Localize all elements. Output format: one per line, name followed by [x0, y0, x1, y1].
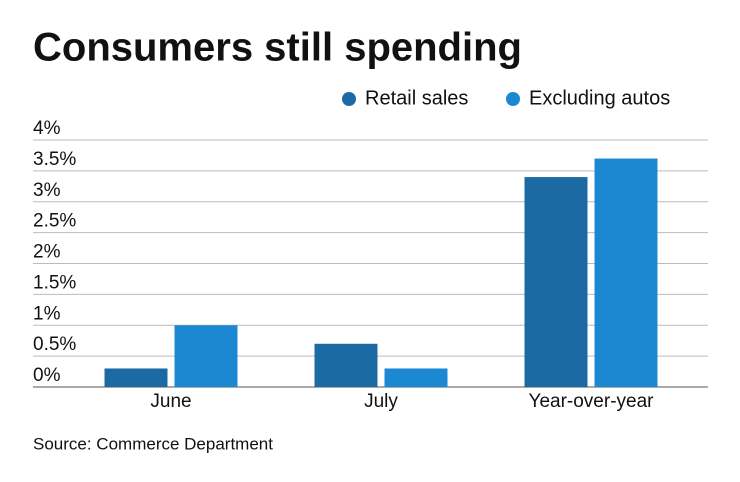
legend-marker [506, 92, 520, 106]
x-tick-label: July [364, 391, 398, 412]
y-tick-label: 2.5% [33, 211, 76, 232]
legend-label: Excluding autos [529, 87, 670, 109]
y-tick-label: 0% [33, 365, 61, 386]
legend-marker [342, 92, 356, 106]
source-note: Source: Commerce Department [33, 434, 273, 453]
bar [524, 177, 588, 387]
bar [384, 368, 448, 387]
y-tick-label: 4% [33, 118, 61, 139]
legend-label: Retail sales [365, 87, 468, 109]
y-tick-label: 3.5% [33, 149, 76, 170]
bar [314, 343, 378, 387]
y-tick-label: 3% [33, 180, 61, 201]
y-tick-label: 2% [33, 242, 61, 263]
x-tick-label: Year-over-year [529, 391, 655, 412]
bar [174, 325, 238, 387]
chart-title: Consumers still spending [33, 26, 522, 70]
bar [104, 368, 168, 387]
y-tick-label: 0.5% [33, 334, 76, 355]
y-tick-label: 1% [33, 303, 61, 324]
y-tick-label: 1.5% [33, 272, 76, 293]
bar [594, 158, 658, 387]
x-tick-label: June [150, 391, 191, 412]
